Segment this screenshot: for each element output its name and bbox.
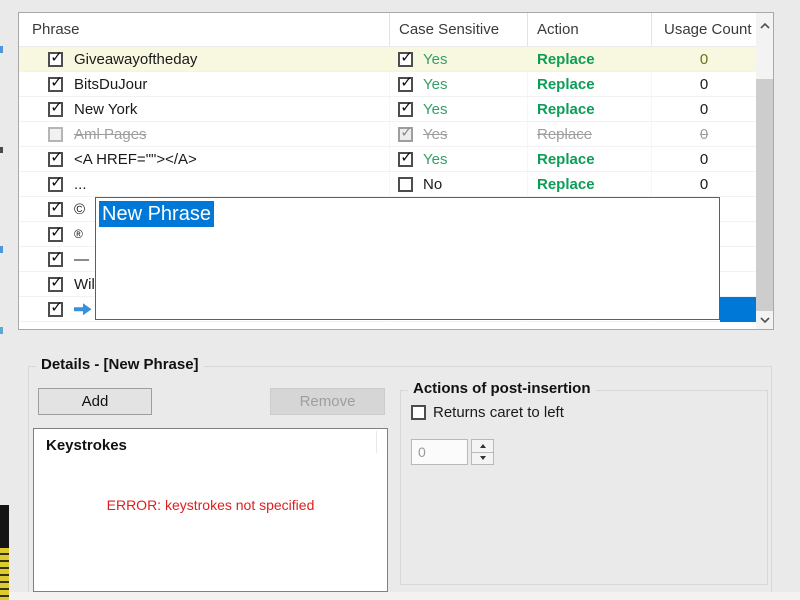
selected-cell-highlight[interactable] [720, 297, 756, 322]
background-artifact [0, 147, 3, 153]
background-artifact [0, 327, 3, 334]
background-band [0, 592, 800, 600]
table-row[interactable]: <A HREF=""></A> Yes Replace 0 [19, 147, 756, 172]
action-label: Replace [527, 122, 651, 146]
phrase-label: ® [74, 227, 83, 241]
background-artifact [0, 46, 3, 53]
background-artifact [0, 548, 9, 600]
table-row[interactable]: ... No Replace 0 [19, 172, 756, 197]
phrase-label: <A HREF=""></A> [74, 150, 197, 168]
post-insertion-spinner: 0 [411, 439, 494, 465]
header-action[interactable]: Action [527, 13, 651, 46]
column-separator [376, 431, 377, 453]
triangle-up-icon [479, 443, 486, 448]
spinner-value-field[interactable]: 0 [411, 439, 468, 465]
keystrokes-error-text: ERROR: keystrokes not specified [106, 497, 315, 513]
phrase-edit-input[interactable]: New Phrase [95, 197, 720, 320]
background-artifact [0, 505, 9, 548]
post-insertion-group: Actions of post-insertion Returns caret … [400, 380, 768, 585]
case-checkbox[interactable] [398, 75, 414, 92]
selected-text: New Phrase [99, 201, 214, 227]
action-label: Replace [527, 97, 651, 121]
case-label: No [423, 175, 443, 193]
action-label: Replace [527, 72, 651, 96]
returns-caret-label: Returns caret to left [433, 404, 564, 421]
usage-count: 0 [651, 47, 756, 71]
spinner-up-button[interactable] [471, 439, 494, 453]
table-row[interactable] [19, 297, 756, 322]
header-usage-count[interactable]: Usage Count [651, 13, 756, 46]
case-checkbox[interactable] [398, 100, 414, 117]
phrase-label: BitsDuJour [74, 75, 148, 93]
triangle-down-icon [479, 456, 486, 461]
case-label: Yes [423, 50, 448, 68]
table-row[interactable]: New York Yes Replace 0 [19, 97, 756, 122]
keystrokes-column-header: Keystrokes [46, 437, 127, 454]
case-checkbox[interactable] [398, 150, 414, 167]
phrase-table: Phrase Case Sensitive Action Usage Count… [18, 12, 774, 330]
phrase-checkbox[interactable] [48, 126, 63, 142]
background-artifact [0, 246, 3, 253]
phrase-label: Aml Pages [74, 125, 147, 143]
chevron-down-icon [759, 317, 770, 323]
phrase-checkbox[interactable] [48, 50, 64, 67]
remove-button[interactable]: Remove [270, 388, 385, 415]
phrase-label: Giveawayoftheday [74, 50, 198, 68]
case-label: Yes [423, 100, 448, 118]
usage-count: 0 [651, 72, 756, 96]
header-case-sensitive[interactable]: Case Sensitive [389, 13, 527, 46]
header-phrase[interactable]: Phrase [32, 21, 80, 38]
case-checkbox[interactable] [398, 176, 413, 192]
vertical-scrollbar[interactable] [756, 13, 773, 329]
add-button[interactable]: Add [38, 388, 152, 415]
scrollbar-thumb[interactable] [756, 79, 773, 311]
phrase-checkbox[interactable] [48, 100, 64, 117]
keystrokes-list[interactable]: Keystrokes ERROR: keystrokes not specifi… [33, 428, 388, 592]
spinner-down-button[interactable] [471, 452, 494, 465]
case-checkbox[interactable] [398, 125, 414, 142]
chevron-up-icon [759, 23, 770, 29]
case-label: Yes [423, 125, 448, 143]
details-group-title: Details - [New Phrase] [36, 356, 204, 373]
action-label: Replace [527, 172, 651, 196]
phrase-label: — [74, 250, 89, 268]
returns-caret-checkbox[interactable] [411, 405, 426, 420]
post-insertion-group-title: Actions of post-insertion [408, 380, 596, 397]
table-row[interactable]: Giveawayoftheday Yes Replace 0 [19, 47, 756, 72]
phrase-checkbox[interactable] [48, 150, 64, 167]
scrollbar-track[interactable] [756, 39, 773, 311]
phrase-checkbox[interactable] [48, 75, 64, 92]
case-label: Yes [423, 75, 448, 93]
phrase-checkbox[interactable] [48, 175, 64, 192]
details-group: Details - [New Phrase] [28, 356, 772, 600]
phrase-checkbox[interactable] [48, 225, 64, 242]
scroll-up-button[interactable] [756, 13, 773, 39]
table-row[interactable]: BitsDuJour Yes Replace 0 [19, 72, 756, 97]
phrase-checkbox[interactable] [48, 275, 64, 292]
table-row[interactable]: Aml Pages Yes Replace 0 [19, 122, 756, 147]
phrase-label: New York [74, 100, 138, 118]
action-label: Replace [527, 47, 651, 71]
phrase-checkbox[interactable] [48, 250, 64, 267]
phrase-checkbox[interactable] [48, 200, 64, 217]
usage-count: 0 [651, 172, 756, 196]
phrase-checkbox[interactable] [48, 300, 64, 317]
usage-count: 0 [651, 122, 756, 146]
phrase-label: © [74, 200, 86, 218]
blue-arrow-icon [74, 302, 92, 316]
table-header: Phrase Case Sensitive Action Usage Count [19, 13, 756, 47]
action-label: Replace [527, 147, 651, 171]
usage-count: 0 [651, 147, 756, 171]
case-label: Yes [423, 150, 448, 168]
usage-count: 0 [651, 97, 756, 121]
phrase-label: ... [74, 175, 87, 193]
phrase-label: Wil [74, 275, 95, 293]
scroll-down-button[interactable] [756, 311, 773, 329]
case-checkbox[interactable] [398, 50, 414, 67]
